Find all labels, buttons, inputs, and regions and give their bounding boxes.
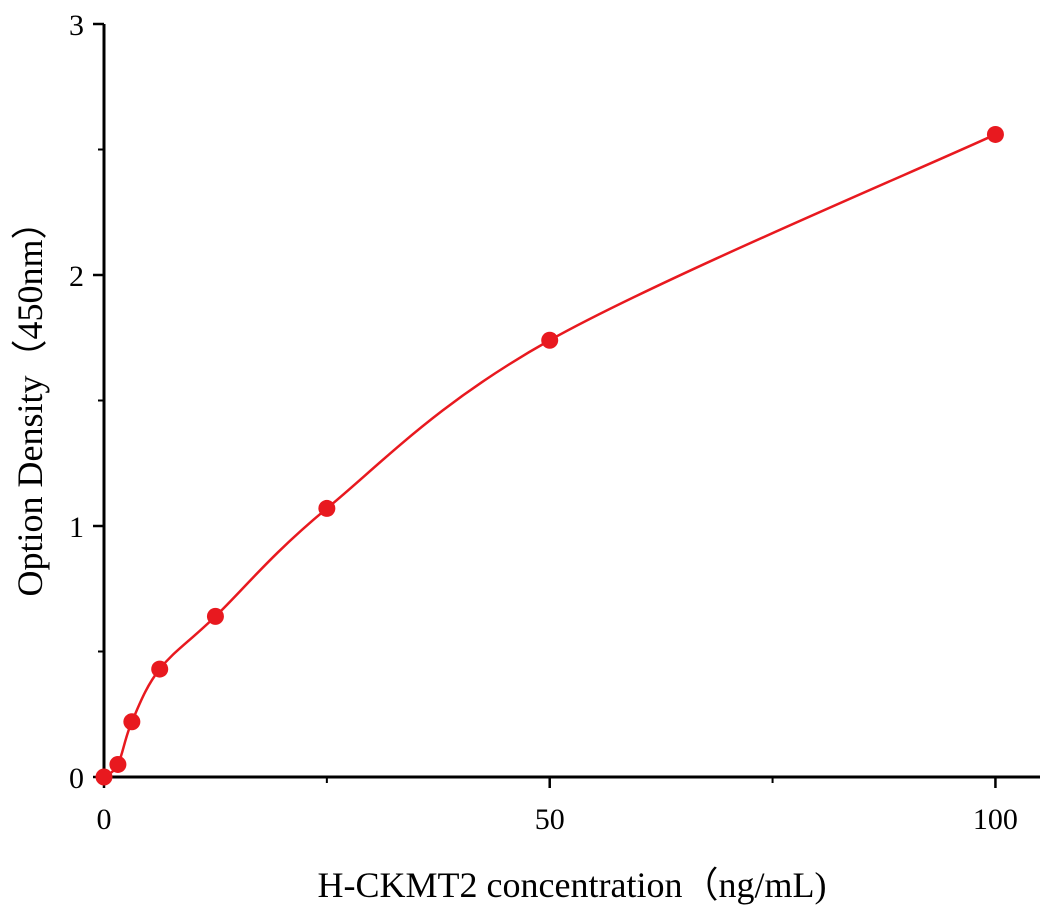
x-tick-label: 0: [97, 803, 112, 836]
x-tick-label: 100: [973, 803, 1018, 836]
y-tick-label: 2: [69, 260, 84, 293]
data-point: [986, 125, 1004, 143]
data-point: [206, 607, 224, 625]
y-tick-label: 1: [69, 511, 84, 544]
data-point: [123, 713, 141, 731]
data-point: [151, 660, 169, 678]
fit-curve: [103, 133, 996, 779]
data-point: [318, 499, 336, 517]
data-point: [541, 331, 559, 349]
y-axis-label: Option Density（450nm）: [10, 204, 50, 597]
data-point: [95, 768, 113, 786]
y-tick-label: 0: [69, 762, 84, 795]
data-point: [109, 755, 127, 773]
y-tick-label: 3: [69, 9, 84, 42]
x-tick-label: 50: [535, 803, 565, 836]
x-axis-label: H-CKMT2 concentration（ng/mL): [318, 865, 827, 905]
